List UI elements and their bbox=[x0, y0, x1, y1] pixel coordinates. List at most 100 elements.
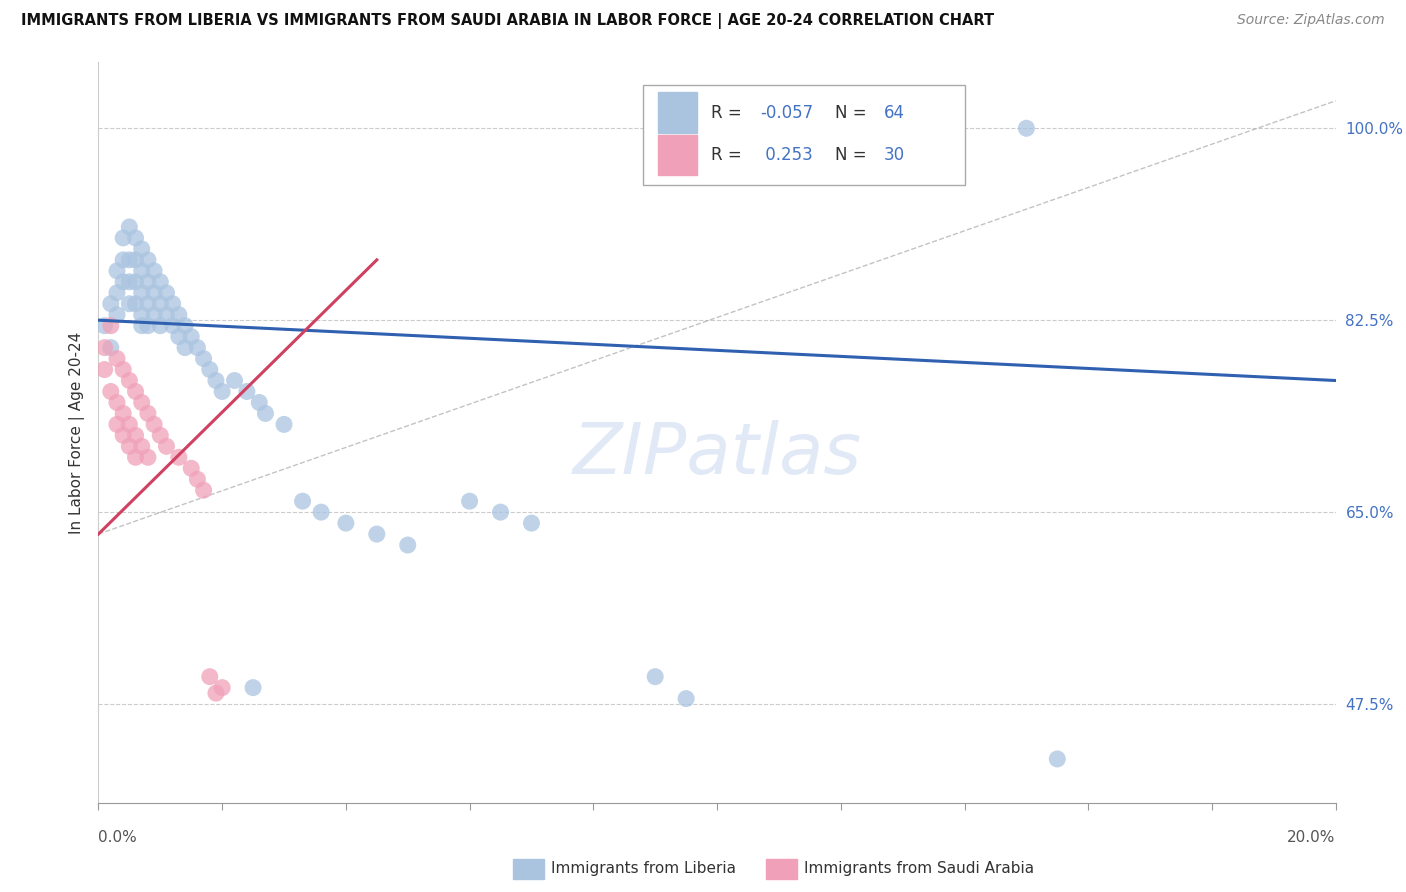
Point bbox=[93, 318, 115, 333]
Point bbox=[131, 285, 153, 300]
Text: 0.0%: 0.0% bbox=[98, 830, 138, 846]
Point bbox=[118, 275, 141, 289]
Point bbox=[131, 439, 153, 453]
Point bbox=[131, 308, 153, 322]
Point bbox=[105, 308, 128, 322]
Point bbox=[174, 341, 197, 355]
Point bbox=[124, 428, 146, 442]
Point bbox=[198, 362, 221, 376]
Point bbox=[149, 318, 172, 333]
Point bbox=[520, 516, 543, 530]
Point bbox=[124, 450, 146, 465]
Point bbox=[136, 275, 159, 289]
Text: -0.057: -0.057 bbox=[761, 103, 814, 122]
Text: Source: ZipAtlas.com: Source: ZipAtlas.com bbox=[1237, 13, 1385, 28]
Point bbox=[149, 428, 172, 442]
Point bbox=[242, 681, 264, 695]
Text: ZIPatlas: ZIPatlas bbox=[572, 420, 862, 490]
Point bbox=[247, 395, 270, 409]
Point bbox=[291, 494, 314, 508]
Point bbox=[162, 318, 184, 333]
Point bbox=[167, 308, 190, 322]
Point bbox=[118, 219, 141, 234]
Text: N =: N = bbox=[835, 103, 872, 122]
Point bbox=[131, 264, 153, 278]
Point bbox=[136, 450, 159, 465]
Point bbox=[1015, 121, 1038, 136]
Point bbox=[211, 384, 233, 399]
Point bbox=[105, 285, 128, 300]
Point bbox=[112, 428, 135, 442]
Text: R =: R = bbox=[711, 103, 747, 122]
Point bbox=[105, 264, 128, 278]
Point bbox=[180, 461, 202, 475]
Point bbox=[193, 483, 215, 498]
Point bbox=[112, 231, 135, 245]
Point bbox=[124, 384, 146, 399]
Point bbox=[100, 318, 122, 333]
Point bbox=[458, 494, 481, 508]
Text: Immigrants from Saudi Arabia: Immigrants from Saudi Arabia bbox=[804, 862, 1035, 876]
Point bbox=[118, 297, 141, 311]
Point bbox=[112, 252, 135, 267]
Point bbox=[118, 374, 141, 388]
Point bbox=[489, 505, 512, 519]
FancyBboxPatch shape bbox=[643, 85, 965, 185]
Point bbox=[118, 417, 141, 432]
Point bbox=[675, 691, 697, 706]
Point bbox=[254, 406, 277, 420]
Text: 20.0%: 20.0% bbox=[1288, 830, 1336, 846]
Point bbox=[136, 318, 159, 333]
Point bbox=[93, 362, 115, 376]
Point bbox=[118, 252, 141, 267]
Point bbox=[143, 308, 166, 322]
Point bbox=[155, 439, 177, 453]
Point bbox=[143, 264, 166, 278]
Point bbox=[1046, 752, 1069, 766]
Point bbox=[143, 285, 166, 300]
Point bbox=[136, 406, 159, 420]
Point bbox=[155, 285, 177, 300]
Text: 64: 64 bbox=[884, 103, 905, 122]
Point bbox=[100, 297, 122, 311]
Point bbox=[186, 341, 208, 355]
Point bbox=[124, 297, 146, 311]
Y-axis label: In Labor Force | Age 20-24: In Labor Force | Age 20-24 bbox=[69, 332, 84, 533]
Point bbox=[136, 297, 159, 311]
Point bbox=[167, 329, 190, 343]
Point bbox=[100, 341, 122, 355]
Point bbox=[335, 516, 357, 530]
Point bbox=[124, 275, 146, 289]
Point bbox=[143, 417, 166, 432]
Text: 30: 30 bbox=[884, 146, 905, 164]
Text: N =: N = bbox=[835, 146, 872, 164]
Point bbox=[149, 275, 172, 289]
Point bbox=[180, 329, 202, 343]
Point bbox=[131, 242, 153, 256]
Point bbox=[124, 231, 146, 245]
Point bbox=[105, 395, 128, 409]
Point bbox=[186, 472, 208, 486]
Point bbox=[174, 318, 197, 333]
Point bbox=[100, 384, 122, 399]
Point bbox=[112, 362, 135, 376]
Point bbox=[167, 450, 190, 465]
Point bbox=[211, 681, 233, 695]
Point bbox=[198, 670, 221, 684]
Point bbox=[396, 538, 419, 552]
Point bbox=[366, 527, 388, 541]
Text: 0.253: 0.253 bbox=[761, 146, 813, 164]
Point bbox=[273, 417, 295, 432]
FancyBboxPatch shape bbox=[658, 135, 697, 176]
Point bbox=[644, 670, 666, 684]
Point bbox=[155, 308, 177, 322]
Point bbox=[205, 686, 228, 700]
Point bbox=[131, 318, 153, 333]
Text: Immigrants from Liberia: Immigrants from Liberia bbox=[551, 862, 737, 876]
Point bbox=[193, 351, 215, 366]
Point bbox=[131, 395, 153, 409]
Point bbox=[205, 374, 228, 388]
Point bbox=[93, 341, 115, 355]
Point bbox=[105, 351, 128, 366]
Point bbox=[236, 384, 259, 399]
